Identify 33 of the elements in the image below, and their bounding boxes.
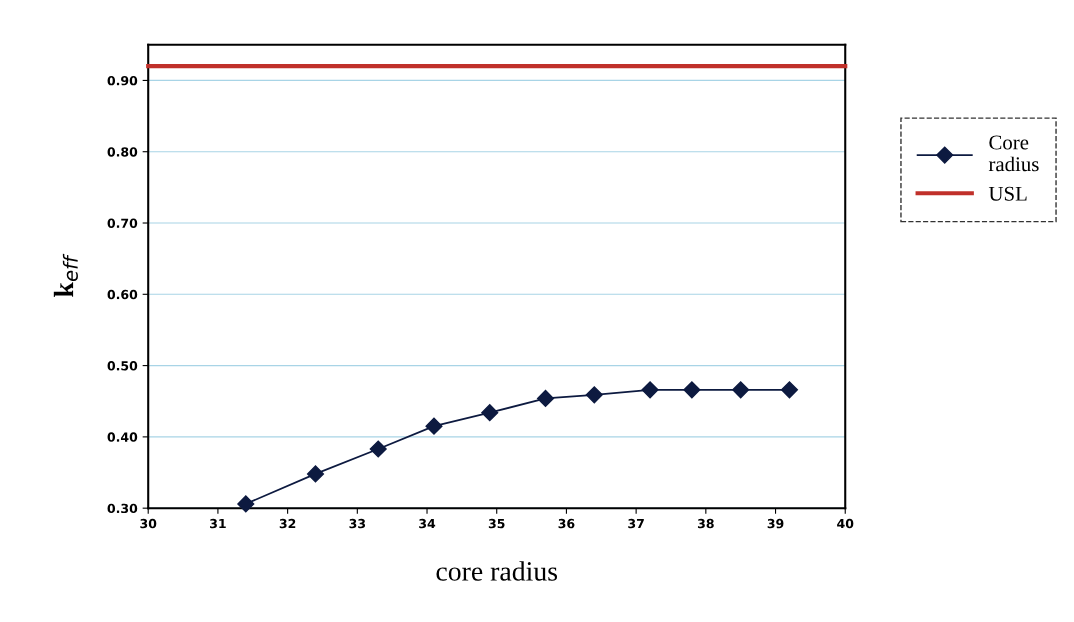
point [425,417,443,435]
x-tick-label: 35 [488,518,505,529]
x-tick-label: 40 [837,518,854,529]
point [732,381,750,399]
y-tick-label: 0.50 [107,361,138,371]
y-tick-label: 0.70 [107,218,138,228]
x-tick-label: 30 [140,518,157,529]
point [585,386,603,404]
point [641,381,659,399]
y-axis-title: k$_{eff}$ [53,253,78,297]
x-tick-label: 38 [697,518,714,529]
y-tick-label: 0.30 [107,503,138,514]
x-axis-title: core radius [436,561,558,581]
x-tick-label: 32 [279,518,296,529]
y-tick-label: 0.90 [107,75,138,86]
legend-label: Core radius [988,135,1039,172]
y-tick-label: 0.40 [107,432,138,442]
legend-label: USL [988,186,1027,201]
x-tick-label: 37 [628,518,644,529]
point [237,495,255,513]
x-tick-label: 36 [558,518,575,529]
point [780,381,799,399]
point [369,440,387,458]
point [536,389,555,407]
point [683,381,701,399]
x-tick-label: 39 [767,518,784,529]
point [481,404,499,422]
y-tick-label: 0.80 [107,147,138,157]
x-tick-label: 31 [210,518,226,529]
point [306,465,325,483]
y-tick-label: 0.60 [107,289,138,300]
x-tick-label: 33 [349,518,366,529]
x-tick-label: 34 [419,518,436,529]
